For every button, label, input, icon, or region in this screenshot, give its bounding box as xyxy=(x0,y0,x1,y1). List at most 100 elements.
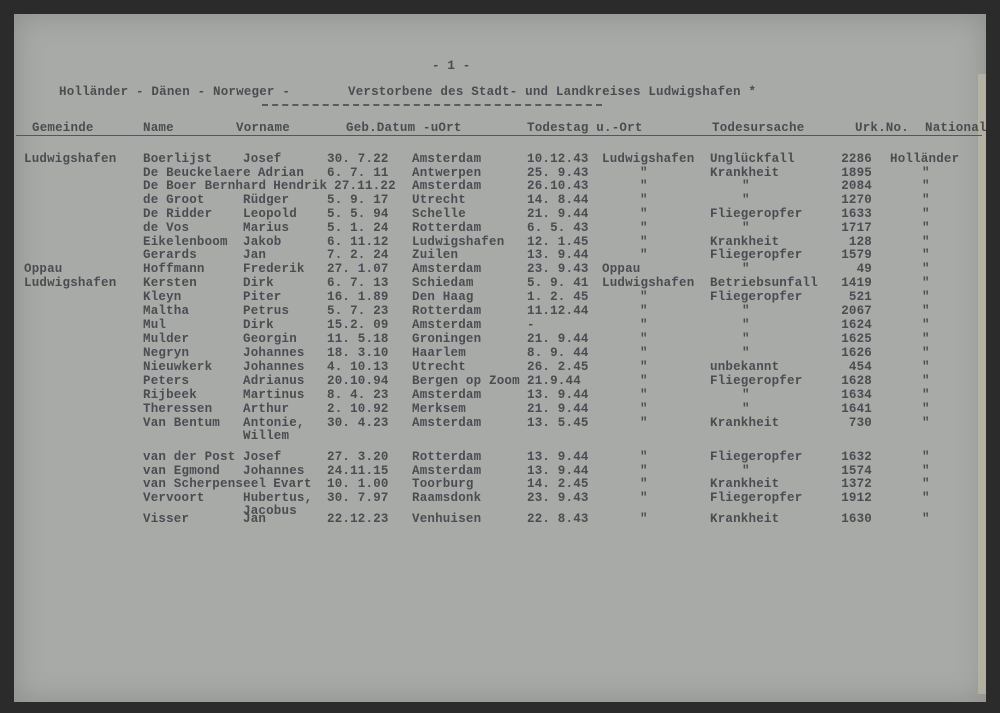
cell-tod-datum: 14. 8.44 xyxy=(527,193,589,207)
cell-ursache: Fliegeropfer xyxy=(710,290,803,304)
cell-geb-datum: 16. 1.89 xyxy=(327,290,389,304)
cell-geb-ort: Antwerpen xyxy=(412,166,482,180)
cell-tod-ort: " xyxy=(640,290,648,304)
cell-ursache: " xyxy=(742,464,750,478)
cell-urk: 1372 xyxy=(841,477,872,491)
cell-ursache: " xyxy=(742,346,750,360)
cell-tod-ort: " xyxy=(640,318,648,332)
cell-geb-ort: Toorburg xyxy=(412,477,474,491)
cell-name: van Egmond xyxy=(143,464,221,478)
cell-name: de Groot xyxy=(143,193,205,207)
cell-geb-ort: Raamsdonk xyxy=(412,491,482,505)
cell-ursache: unbekannt xyxy=(710,360,780,374)
cell-vorname: Adrianus xyxy=(243,374,305,388)
cell-geb-datum: 22.12.23 xyxy=(327,512,389,526)
column-header: Todestag u.-Ort xyxy=(527,121,643,135)
cell-vorname: Petrus xyxy=(243,304,290,318)
cell-geb-datum: 27.11.22 xyxy=(334,179,396,193)
cell-tod-datum: 13. 9.44 xyxy=(527,464,589,478)
cell-name: Boerlijst xyxy=(143,152,213,166)
cell-name: Hoffmann xyxy=(143,262,205,276)
cell-name: De Beuckelaere xyxy=(143,166,251,180)
cell-tod-datum: 26.10.43 xyxy=(527,179,589,193)
cell-national: " xyxy=(922,207,930,221)
cell-tod-ort: " xyxy=(640,235,648,249)
cell-national: " xyxy=(922,221,930,235)
header-rule xyxy=(16,135,982,136)
cell-national: " xyxy=(922,346,930,360)
cell-urk: 730 xyxy=(848,416,872,430)
cell-geb-ort: Amsterdam xyxy=(412,388,482,402)
cell-tod-ort: " xyxy=(640,450,648,464)
cell-urk: 1419 xyxy=(841,276,872,290)
cell-geb-ort: Haarlem xyxy=(412,346,466,360)
cell-tod-ort: " xyxy=(640,221,648,235)
cell-geb-datum: 2. 10.92 xyxy=(327,402,389,416)
cell-tod-ort: " xyxy=(640,304,648,318)
cell-geb-datum: 24.11.15 xyxy=(327,464,389,478)
cell-geb-datum: 5. 5. 94 xyxy=(327,207,389,221)
cell-vorname: Dirk xyxy=(243,318,274,332)
cell-tod-ort: " xyxy=(640,416,648,430)
cell-gemeinde: Ludwigshafen xyxy=(24,152,117,166)
cell-geb-datum: 11. 5.18 xyxy=(327,332,389,346)
cell-national: " xyxy=(922,276,930,290)
cell-geb-datum: 27. 3.20 xyxy=(327,450,389,464)
cell-national: " xyxy=(922,374,930,388)
cell-geb-ort: Venhuisen xyxy=(412,512,482,526)
cell-urk: 454 xyxy=(848,360,872,374)
cell-tod-datum: 5. 9. 41 xyxy=(527,276,589,290)
cell-ursache: " xyxy=(742,304,750,318)
cell-ursache: Krankheit xyxy=(710,166,780,180)
cell-geb-ort: Bergen op Zoom xyxy=(412,374,520,388)
cell-ursache: " xyxy=(742,402,750,416)
cell-geb-ort: Rotterdam xyxy=(412,450,482,464)
column-header: Gemeinde xyxy=(32,121,94,135)
cell-geb-ort: Amsterdam xyxy=(412,464,482,478)
cell-name: Nieuwkerk xyxy=(143,360,213,374)
cell-ursache: " xyxy=(742,221,750,235)
cell-vorname: Martinus xyxy=(243,388,305,402)
cell-vorname: Dirk xyxy=(243,276,274,290)
cell-ursache: Fliegeropfer xyxy=(710,450,803,464)
cell-geb-datum: 6. 7. 13 xyxy=(327,276,389,290)
cell-name: de Vos xyxy=(143,221,190,235)
cell-tod-datum: 26. 2.45 xyxy=(527,360,589,374)
cell-vorname: Rüdger xyxy=(243,193,290,207)
cell-geb-ort: Ludwigshafen xyxy=(412,235,505,249)
cell-tod-datum: 6. 5. 43 xyxy=(527,221,589,235)
cell-urk: 1624 xyxy=(841,318,872,332)
cell-name: Kleyn xyxy=(143,290,182,304)
title-main: Verstorbene des Stadt- und Landkreises L… xyxy=(348,85,757,99)
cell-vorname: Antonie, Willem xyxy=(243,416,305,443)
cell-name: De Boer Bernhard xyxy=(143,179,267,193)
cell-geb-datum: 10. 1.00 xyxy=(327,477,389,491)
title-nationalities: Holländer - Dänen - Norweger - xyxy=(59,85,291,99)
cell-tod-ort: " xyxy=(640,332,648,346)
cell-vorname: Jan xyxy=(243,248,267,262)
cell-urk: 1633 xyxy=(841,207,872,221)
cell-vorname: Josef xyxy=(243,450,282,464)
cell-geb-ort: Zuilen xyxy=(412,248,459,262)
cell-national: " xyxy=(922,512,930,526)
cell-national: " xyxy=(922,477,930,491)
cell-geb-datum: 30. 7.97 xyxy=(327,491,389,505)
cell-geb-datum: 5. 7. 23 xyxy=(327,304,389,318)
cell-tod-datum: 14. 2.45 xyxy=(527,477,589,491)
cell-tod-datum: 13. 9.44 xyxy=(527,248,589,262)
cell-name: Peters xyxy=(143,374,190,388)
cell-urk: 2084 xyxy=(841,179,872,193)
cell-national: " xyxy=(922,193,930,207)
column-header: Vorname xyxy=(236,121,290,135)
cell-tod-datum: 13. 9.44 xyxy=(527,450,589,464)
cell-ursache: " xyxy=(742,318,750,332)
cell-tod-datum: 12. 1.45 xyxy=(527,235,589,249)
cell-national: " xyxy=(922,290,930,304)
cell-vorname: Georgin xyxy=(243,332,297,346)
cell-ursache: Fliegeropfer xyxy=(710,207,803,221)
cell-geb-datum: 27. 1.07 xyxy=(327,262,389,276)
cell-ursache: " xyxy=(742,179,750,193)
cell-national: " xyxy=(922,464,930,478)
cell-geb-datum: 6. 11.12 xyxy=(327,235,389,249)
cell-national: " xyxy=(922,235,930,249)
